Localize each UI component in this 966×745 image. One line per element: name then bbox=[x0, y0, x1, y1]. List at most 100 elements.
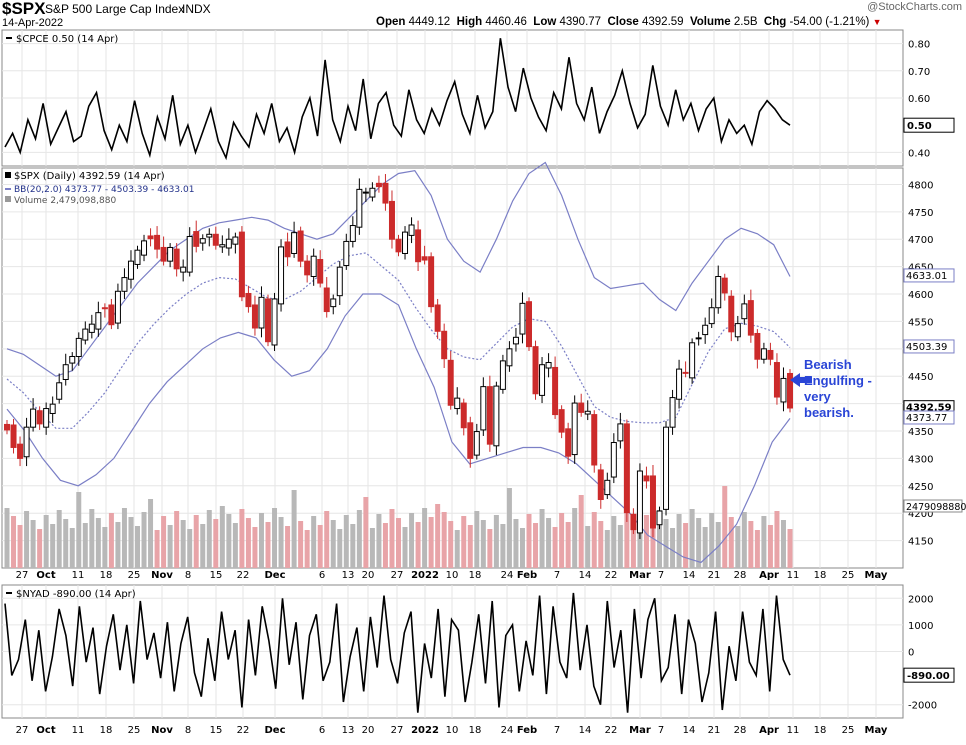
candle-body bbox=[147, 235, 154, 240]
volume-bar bbox=[239, 509, 245, 568]
candle-body bbox=[656, 510, 663, 526]
chart-date: 14-Apr-2022 bbox=[2, 17, 64, 29]
candle-body bbox=[649, 475, 656, 529]
volume-bar bbox=[82, 523, 88, 568]
x-tick-label: 14 bbox=[683, 725, 696, 736]
y-tick-label: 4550 bbox=[908, 317, 933, 328]
volume-bar bbox=[245, 518, 251, 568]
volume-bar bbox=[683, 523, 689, 568]
candle-body bbox=[69, 355, 76, 364]
volume-bar bbox=[343, 515, 349, 568]
y-tick-label: 1000 bbox=[908, 621, 933, 632]
candle-body bbox=[741, 303, 748, 320]
candle-body bbox=[4, 423, 10, 431]
annotation-arrow-icon bbox=[790, 373, 812, 387]
x-tick-label: Dec bbox=[264, 570, 285, 581]
volume-bar bbox=[89, 509, 95, 568]
candle-body bbox=[43, 408, 50, 428]
candle-body bbox=[689, 342, 696, 379]
volume-bar bbox=[715, 522, 721, 568]
x-tick-label: 2022 bbox=[411, 570, 439, 581]
x-tick-label: May bbox=[865, 725, 888, 736]
index-name: S&P 500 Large Cap Index bbox=[45, 2, 185, 16]
y-tick-label: 4200 bbox=[908, 509, 933, 520]
price-label: 4392.59 bbox=[906, 403, 952, 414]
x-tick-label: 28 bbox=[734, 725, 747, 736]
y-tick-label: 4650 bbox=[908, 263, 933, 274]
volume-bar bbox=[533, 523, 539, 568]
legend-bb: BB(20,2.0) 4373.77 - 4503.39 - 4633.01 bbox=[14, 185, 194, 195]
annotation-line: Bearish bbox=[804, 357, 852, 372]
candle-body bbox=[787, 372, 793, 409]
candle-body bbox=[526, 301, 532, 348]
series-line bbox=[4, 38, 791, 161]
candle-body bbox=[702, 324, 709, 336]
candle-body bbox=[206, 233, 213, 238]
volume-bar bbox=[232, 523, 238, 568]
chg-value: -54.00 (-1.21%) bbox=[789, 16, 870, 28]
x-tick-label: 11 bbox=[72, 725, 85, 736]
price-label: 4373.77 bbox=[906, 413, 947, 424]
volume-bar bbox=[291, 490, 297, 568]
volume-bar bbox=[193, 515, 199, 568]
candle-body bbox=[578, 402, 585, 413]
volume-bar bbox=[154, 530, 160, 568]
candle-body bbox=[460, 402, 467, 429]
x-tick-label: 10 bbox=[446, 570, 459, 581]
volume-bar bbox=[272, 508, 278, 568]
annotation-line: bearish. bbox=[804, 405, 854, 420]
x-tick-label: 18 bbox=[814, 725, 827, 736]
x-tick-label: 8 bbox=[185, 570, 191, 581]
volume-bar bbox=[572, 508, 578, 568]
volume-bar bbox=[696, 518, 702, 568]
volume-bar bbox=[219, 506, 225, 568]
candle-body bbox=[669, 397, 676, 428]
high-label: High bbox=[456, 16, 483, 28]
candle-body bbox=[369, 187, 376, 198]
x-tick-label: 21 bbox=[708, 570, 721, 581]
volume-bar bbox=[409, 513, 415, 568]
candle-body bbox=[323, 287, 330, 313]
annotation-text: Bearish Engulfing - very bearish. bbox=[804, 357, 872, 421]
volume-bar bbox=[643, 515, 649, 568]
volume-bar bbox=[513, 519, 519, 568]
volume-bar bbox=[735, 526, 741, 568]
volume-bar bbox=[519, 528, 525, 568]
volume-bar bbox=[441, 512, 447, 568]
x-tick-label: 18 bbox=[469, 725, 482, 736]
candle-body bbox=[160, 246, 167, 262]
candle-body bbox=[251, 304, 258, 329]
volume-bar bbox=[63, 519, 69, 568]
volume-bar bbox=[4, 508, 10, 568]
candle-body bbox=[75, 337, 82, 357]
candle-body bbox=[212, 233, 219, 246]
volume-bar bbox=[663, 519, 669, 568]
volume-bar bbox=[428, 517, 434, 568]
candle-body bbox=[721, 277, 728, 294]
open-value: 4449.12 bbox=[408, 16, 451, 28]
candle-body bbox=[532, 346, 539, 395]
panel-title: $CPCE 0.50 (14 Apr) bbox=[16, 34, 118, 45]
candle-body bbox=[773, 362, 780, 398]
volume-bar bbox=[741, 512, 747, 568]
candle-body bbox=[604, 479, 611, 496]
candle-body bbox=[415, 229, 422, 263]
volume-bar bbox=[670, 528, 676, 568]
volume-bar bbox=[767, 525, 773, 568]
candle-body bbox=[428, 256, 435, 308]
last-value-label: 0.50 bbox=[907, 121, 932, 132]
volume-bar bbox=[467, 525, 473, 568]
candle-body bbox=[493, 385, 500, 447]
y-tick-label: 0 bbox=[908, 648, 914, 659]
candle-body bbox=[356, 188, 363, 228]
candle-body bbox=[552, 366, 559, 416]
x-tick-label: 14 bbox=[579, 570, 592, 581]
volume-bar bbox=[604, 530, 610, 568]
low-value: 4390.77 bbox=[559, 16, 602, 28]
volume-bar bbox=[487, 529, 493, 568]
volume-bar bbox=[546, 518, 552, 568]
x-tick-label: 11 bbox=[72, 570, 85, 581]
x-tick-label: Feb bbox=[517, 725, 537, 736]
x-tick-label: 25 bbox=[842, 725, 855, 736]
